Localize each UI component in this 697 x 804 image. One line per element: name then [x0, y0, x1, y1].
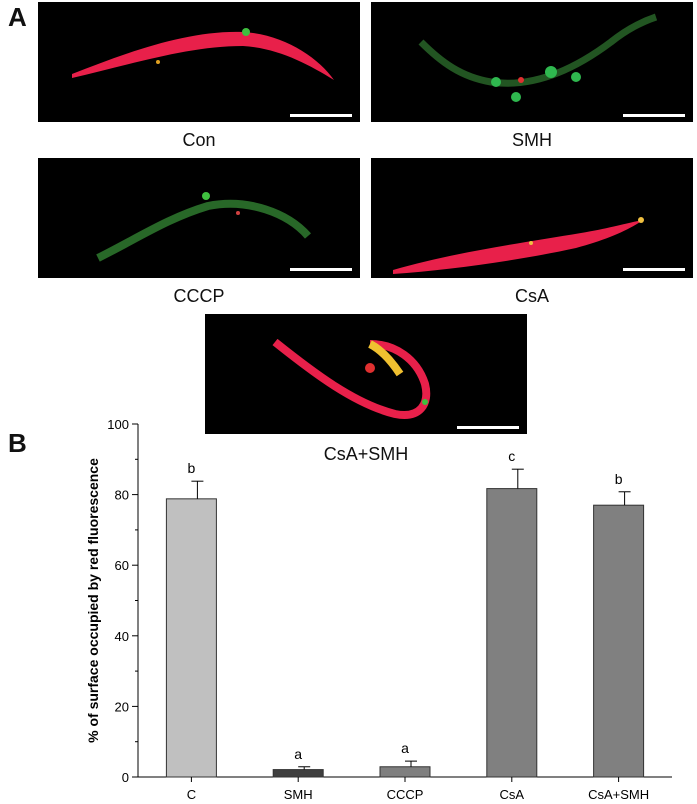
bar-smh: [272, 769, 324, 778]
y-tick-label: 80: [115, 488, 129, 503]
scale-bar: [623, 268, 685, 271]
significance-letter: a: [294, 746, 302, 762]
x-tick-label: CsA: [500, 787, 525, 802]
micrograph-caption-csa-smh: CsA+SMH: [323, 444, 409, 464]
panel-a-label: A: [8, 2, 27, 32]
y-tick-label: 20: [115, 699, 129, 714]
micrograph-caption-con: Con: [182, 130, 216, 150]
bar-cccp: [379, 766, 431, 778]
micrograph-csa: [371, 158, 693, 278]
worm-cccp: [96, 192, 312, 262]
micrograph-caption-cccp: CCCP: [173, 286, 225, 306]
x-tick-label: SMH: [284, 787, 313, 802]
worm-smh: [418, 13, 658, 102]
worm-csa: [393, 217, 644, 274]
x-tick-label: CCCP: [387, 787, 424, 802]
x-tick-label: CsA+SMH: [588, 787, 649, 802]
y-tick-label: 100: [107, 417, 129, 432]
significance-letter: a: [401, 740, 409, 756]
worm-con: [72, 28, 334, 80]
bar-csa: [486, 488, 538, 778]
scale-bar: [457, 426, 519, 429]
micrograph-smh: [371, 2, 693, 122]
worm-csa-smh: [272, 338, 431, 419]
bar-chart: 0 20 40 60 80 100 % of surface occupied by red…: [85, 417, 672, 802]
x-tick-label: C: [187, 787, 196, 802]
bar-csa-smh: [593, 504, 645, 778]
micrograph-cccp: [38, 158, 360, 278]
y-tick-label: 40: [115, 629, 129, 644]
bar-c: [165, 498, 217, 778]
y-tick-label: 60: [115, 558, 129, 573]
scale-bar: [290, 268, 352, 271]
panel-b-label: B: [8, 428, 27, 458]
significance-letter: c: [508, 448, 515, 464]
micrograph-csa-smh: [205, 314, 527, 434]
micrograph-con: [38, 2, 360, 122]
micrograph-caption-smh: SMH: [512, 130, 552, 150]
y-axis-label: % of surface occupied by red fluorescenc…: [85, 458, 101, 743]
scale-bar: [623, 114, 685, 117]
significance-letter: b: [615, 471, 623, 487]
y-tick-label: 0: [122, 770, 129, 785]
scale-bar: [290, 114, 352, 117]
micrograph-caption-csa: CsA: [514, 286, 549, 306]
significance-letter: b: [188, 460, 196, 476]
